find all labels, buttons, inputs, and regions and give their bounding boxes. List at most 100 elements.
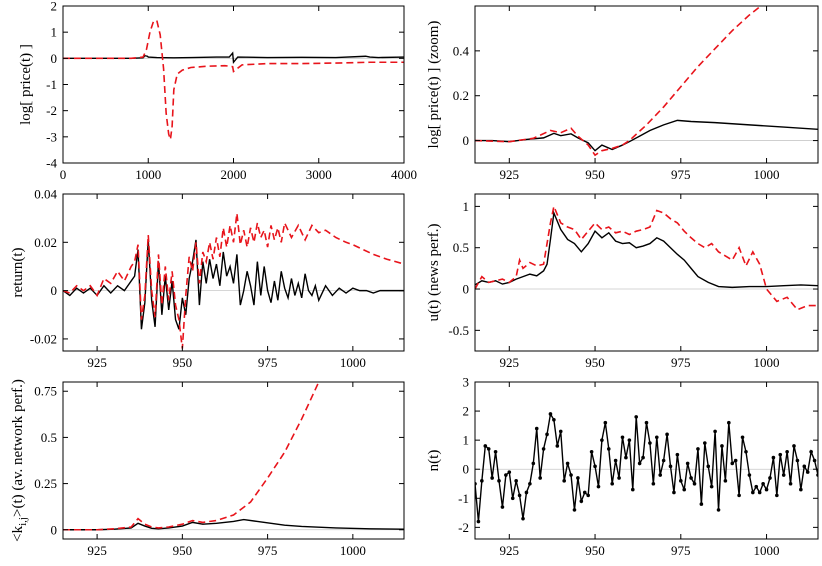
data-point [630,487,635,492]
y-tick-label: -3 [46,129,57,144]
x-tick-label: 975 [671,167,691,182]
data-point [682,487,687,492]
panel-return: 925 950 975 1000 -0.02 0 0.02 0.04 return(t) [10,187,405,370]
x-tick-label: 0 [60,167,67,182]
x-tick-label: 925 [500,167,520,182]
data-point [737,493,741,498]
data-point [775,493,779,498]
plot-frame [62,381,405,540]
data-point [610,481,614,486]
data-point [493,449,498,454]
data-point [644,420,649,425]
data-point [593,464,597,469]
data-point [641,455,645,460]
y-tick-label: 1 [463,199,470,214]
data-point [716,508,721,512]
panel-news: 925 950 975 1000 -0.5 0 0.5 1 u(t) (news perf.) [426,193,819,370]
data-point [620,435,625,440]
data-point [651,481,656,486]
data-point [514,479,518,483]
data-point [510,496,515,501]
data-point [507,470,512,474]
data-point [500,505,505,509]
y-tick-label: -4 [46,156,57,171]
x-tick-label: 1000 [135,167,161,182]
y-tick-label: 0.5 [41,430,57,445]
data-point [740,435,745,440]
data-point [624,455,628,460]
data-point [617,476,621,480]
x-tick-label: 950 [585,167,605,182]
data-point [805,470,810,474]
data-point [531,461,536,466]
y-tick-label: 0.75 [34,384,57,399]
plot-frame [62,5,405,164]
data-point [689,476,693,480]
series-simulation-line [475,119,818,152]
data-point [634,415,639,419]
data-point [517,493,522,498]
y-tick-label: 0 [463,462,470,477]
data-point [521,516,525,521]
y-tick-label: 0 [51,522,58,537]
data-point [778,452,783,457]
data-point [552,417,556,422]
data-point [528,481,532,486]
x-tick-label: 1000 [754,543,780,558]
y-tick-label: -0.5 [448,323,469,338]
panel-price-full: 0 1000 2000 3000 4000 -4 -3 -2 -1 0 1 2 log[ price(t… [18,0,417,182]
data-point [785,449,789,454]
y-tick-label: 0 [51,51,58,66]
data-point [658,473,663,477]
y-tick-label: 2 [51,0,58,14]
data-point [747,473,752,477]
series-simulation-line [475,210,818,289]
x-tick-label: 1000 [754,167,780,182]
y-tick-label: 0 [51,283,58,298]
data-point [654,435,659,440]
data-point [727,420,731,425]
x-tick-label: 2000 [221,167,247,182]
plot-frame [62,193,405,352]
data-point [497,479,501,483]
y-axis-label: u(t) (news perf.) [426,224,442,322]
data-point [606,447,611,451]
x-tick-label: 950 [173,355,193,370]
data-point [541,447,546,451]
y-tick-label: 0 [463,282,470,297]
data-point [720,444,724,448]
data-point [545,432,549,437]
panel-noise: 925 950 975 1000 -2 -1 0 1 2 3 n(t) [426,375,819,558]
plot-frame [474,5,819,164]
data-point [768,476,772,480]
x-tick-label: 925 [500,543,520,558]
y-tick-label: 0.02 [34,235,57,250]
data-point [569,473,573,477]
x-tick-label: 1000 [754,355,780,370]
data-point [596,484,601,489]
data-point [483,444,488,448]
x-tick-label: 975 [258,543,278,558]
y-tick-label: 0.04 [34,187,57,202]
data-point [795,458,800,463]
x-tick-label: 4000 [391,167,417,182]
data-point [792,444,796,448]
data-point [699,502,704,506]
data-point [480,479,484,483]
data-point [675,452,680,457]
data-point [730,461,735,466]
x-tick-label: 950 [585,355,605,370]
data-point [558,429,563,434]
x-tick-label: 950 [173,543,193,558]
data-point [627,438,632,442]
data-point [809,449,813,454]
data-point [751,490,755,495]
data-point [812,458,817,463]
data-point [781,473,786,477]
data-point [692,481,697,486]
series-simulation-line [63,239,404,330]
data-point [486,447,491,451]
x-tick-label: 1000 [340,543,366,558]
x-tick-label: 925 [87,355,107,370]
